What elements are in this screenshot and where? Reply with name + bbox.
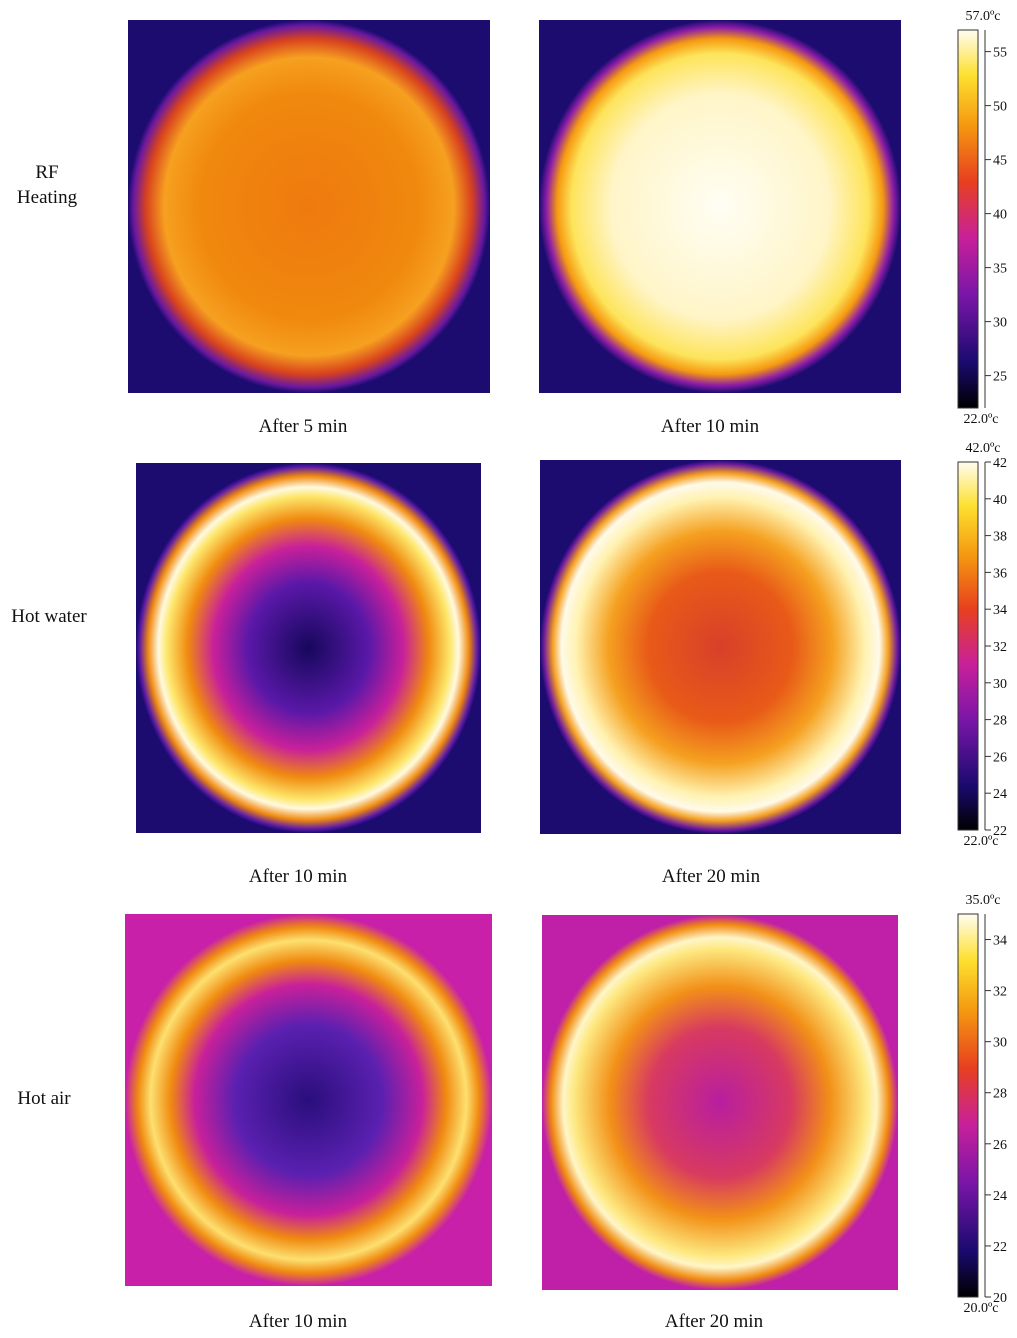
caption: After 10 min bbox=[249, 866, 348, 887]
thermal-image bbox=[128, 20, 490, 393]
tick-label: 24 bbox=[993, 787, 1007, 802]
tick-label: 35 bbox=[993, 262, 1007, 277]
tick-label: 30 bbox=[993, 316, 1007, 331]
caption: After 10 min bbox=[249, 1311, 348, 1332]
tick-label: 26 bbox=[993, 750, 1007, 765]
row-label: Hot water bbox=[11, 606, 87, 627]
colorbar bbox=[958, 914, 978, 1297]
colorbar-max: 35.0ºc bbox=[965, 893, 1000, 908]
colorbar-max: 57.0ºc bbox=[965, 9, 1000, 24]
tick-label: 34 bbox=[993, 934, 1007, 949]
thermal-image bbox=[539, 20, 901, 393]
colorbar-min: 22.0ºc bbox=[963, 412, 998, 427]
tick-label: 22 bbox=[993, 824, 1007, 839]
tick-label: 26 bbox=[993, 1138, 1007, 1153]
tick-label: 32 bbox=[993, 640, 1007, 655]
tick-label: 30 bbox=[993, 1036, 1007, 1051]
tick-label: 45 bbox=[993, 154, 1007, 169]
tick-label: 40 bbox=[993, 208, 1007, 223]
thermal-image bbox=[542, 915, 898, 1290]
tick-label: 36 bbox=[993, 566, 1007, 581]
caption: After 20 min bbox=[662, 866, 761, 887]
tick-label: 22 bbox=[993, 1240, 1007, 1255]
tick-label: 55 bbox=[993, 46, 1007, 61]
tick-label: 28 bbox=[993, 714, 1007, 729]
tick-label: 30 bbox=[993, 677, 1007, 692]
tick-label: 40 bbox=[993, 493, 1007, 508]
tick-label: 50 bbox=[993, 100, 1007, 115]
colorbar-max: 42.0ºc bbox=[965, 441, 1000, 456]
tick-label: 28 bbox=[993, 1087, 1007, 1102]
caption: After 5 min bbox=[259, 416, 348, 437]
tick-label: 20 bbox=[993, 1291, 1007, 1306]
tick-label: 34 bbox=[993, 603, 1007, 618]
tick-label: 24 bbox=[993, 1189, 1007, 1204]
thermal-image bbox=[540, 460, 901, 834]
tick-label: 25 bbox=[993, 370, 1007, 385]
colorbar bbox=[958, 30, 978, 408]
colorbar bbox=[958, 462, 978, 830]
tick-label: 32 bbox=[993, 985, 1007, 1000]
thermal-image bbox=[125, 914, 492, 1286]
row-label: Hot air bbox=[17, 1088, 71, 1109]
tick-label: 42 bbox=[993, 456, 1007, 471]
caption: After 20 min bbox=[665, 1311, 764, 1332]
figure: RFHeating Hot water Hot air After 5 min … bbox=[0, 0, 1017, 1333]
thermal-images bbox=[125, 20, 901, 1290]
caption: After 10 min bbox=[661, 416, 760, 437]
tick-label: 38 bbox=[993, 530, 1007, 545]
thermal-image bbox=[136, 463, 481, 833]
